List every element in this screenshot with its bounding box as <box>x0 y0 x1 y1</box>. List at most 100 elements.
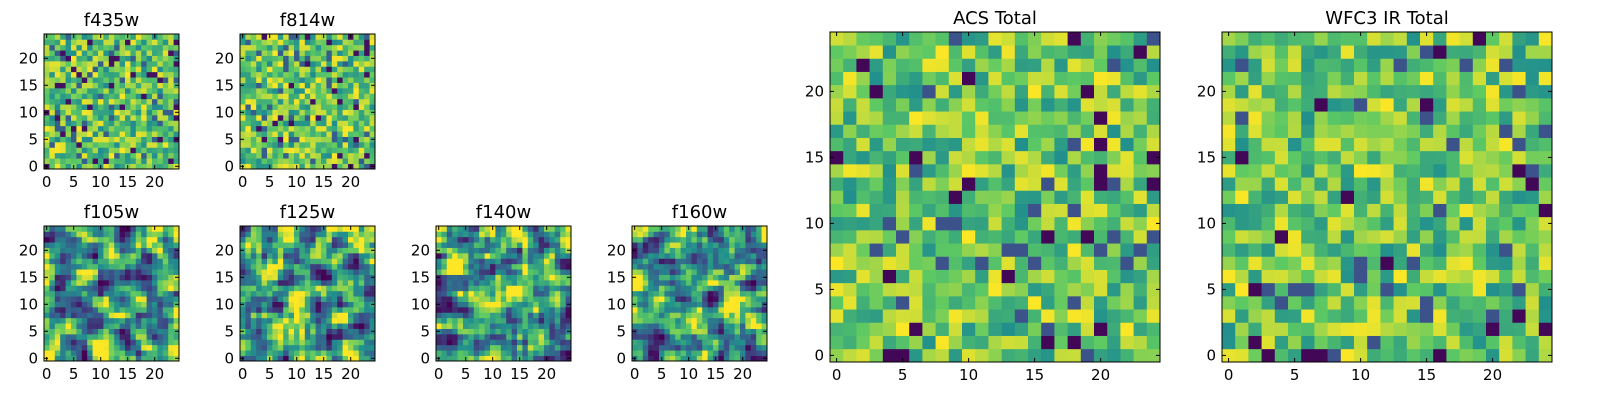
heatmap-cell <box>152 242 158 248</box>
heatmap-cell <box>146 55 153 62</box>
heatmap-cell <box>882 84 897 99</box>
heatmap-cell <box>240 147 246 154</box>
heatmap-cell <box>49 307 56 313</box>
y-tick-label: 15 <box>19 268 38 286</box>
heatmap-cell <box>637 242 644 248</box>
heatmap-cell <box>364 334 370 340</box>
heatmap-cell <box>511 301 518 308</box>
heatmap-cell <box>948 322 963 336</box>
heatmap-cell <box>549 290 556 297</box>
heatmap-cell <box>756 263 762 270</box>
heatmap-cell <box>157 285 164 292</box>
heatmap-cell <box>1041 45 1055 59</box>
heatmap-cell <box>506 236 512 243</box>
heatmap-cell <box>162 247 169 254</box>
heatmap-cell <box>696 328 703 335</box>
heatmap-cell <box>60 328 66 335</box>
heatmap-cell <box>44 77 50 83</box>
heatmap-cell <box>896 177 910 191</box>
heatmap-cell <box>468 350 475 356</box>
heatmap-cell <box>321 328 327 335</box>
heatmap-cell <box>648 296 654 302</box>
heatmap-cell <box>1120 296 1134 310</box>
heatmap-cell <box>168 158 174 164</box>
heatmap-cell <box>326 301 333 308</box>
heatmap-cell <box>1354 177 1368 191</box>
heatmap-cell <box>750 339 757 346</box>
heatmap-cell <box>729 301 735 308</box>
heatmap-cell <box>288 66 295 73</box>
heatmap-cell <box>326 263 333 270</box>
heatmap-cell <box>642 350 649 356</box>
heatmap-cell <box>71 296 77 302</box>
heatmap-cell <box>267 231 273 238</box>
heatmap-cell <box>92 98 99 105</box>
heatmap-cell <box>1146 348 1161 363</box>
heatmap-cell <box>1327 164 1342 178</box>
heatmap-cell <box>1014 45 1029 59</box>
heatmap-cell <box>565 296 572 302</box>
heatmap-cell <box>272 258 279 265</box>
heatmap-cell <box>283 115 289 121</box>
heatmap-cell <box>87 147 93 154</box>
heatmap-cell <box>157 253 164 259</box>
heatmap-cell <box>1446 335 1460 350</box>
heatmap-cell <box>441 263 448 270</box>
heatmap-cell <box>304 88 311 94</box>
heatmap-cell <box>745 355 752 362</box>
heatmap-cell <box>76 301 83 308</box>
x-tick-label: 20 <box>145 173 164 191</box>
heatmap-cell <box>691 269 698 275</box>
heatmap-cell <box>691 236 698 243</box>
heatmap-cell <box>664 296 671 302</box>
heatmap-cell <box>65 147 72 154</box>
heatmap-cell <box>348 236 354 243</box>
heatmap-cell <box>261 120 268 127</box>
heatmap-cell <box>125 253 131 259</box>
heatmap-cell <box>1054 296 1068 310</box>
heatmap-cell <box>162 253 169 259</box>
heatmap-cell <box>713 285 719 292</box>
heatmap-cell <box>922 243 936 257</box>
heatmap-cell <box>294 339 300 346</box>
heatmap-cell <box>353 125 360 132</box>
heatmap-cell <box>922 177 936 191</box>
heatmap-cell <box>337 296 343 302</box>
y-tick-label: 20 <box>411 241 430 259</box>
heatmap-cell <box>81 136 88 143</box>
heatmap-cell <box>304 323 311 329</box>
heatmap-cell <box>358 88 365 94</box>
heatmap-cell <box>441 355 448 362</box>
heatmap-cell <box>869 348 884 363</box>
heatmap-cell <box>108 120 115 127</box>
heatmap-cell <box>500 258 507 265</box>
heatmap-cell <box>65 290 72 297</box>
heatmap-cell <box>162 82 169 89</box>
heatmap-cell <box>750 296 757 302</box>
heatmap-cell <box>71 350 77 356</box>
heatmap-cell <box>648 328 654 335</box>
heatmap-cell <box>81 344 88 351</box>
heatmap-cell <box>288 77 295 83</box>
heatmap-cell <box>490 339 496 346</box>
heatmap-cell <box>988 243 1002 257</box>
heatmap-cell <box>729 242 735 248</box>
heatmap-cell <box>691 312 698 319</box>
heatmap-cell <box>81 131 88 137</box>
heatmap-cell <box>457 323 464 329</box>
heatmap-cell <box>261 158 268 164</box>
heatmap-cell <box>288 147 295 154</box>
heatmap-cell <box>108 77 115 83</box>
heatmap-cell <box>463 258 469 265</box>
heatmap-cell <box>948 243 963 257</box>
heatmap-cell <box>948 296 963 310</box>
heatmap-cell <box>843 98 857 112</box>
heatmap-cell <box>81 125 88 132</box>
heatmap-cell <box>1340 335 1355 350</box>
heatmap-cell <box>517 312 523 319</box>
heatmap-cell <box>686 285 692 292</box>
heatmap-cell <box>745 328 752 335</box>
heatmap-cells <box>44 34 180 170</box>
heatmap-cell <box>44 280 50 286</box>
heatmap-cell <box>506 280 512 286</box>
